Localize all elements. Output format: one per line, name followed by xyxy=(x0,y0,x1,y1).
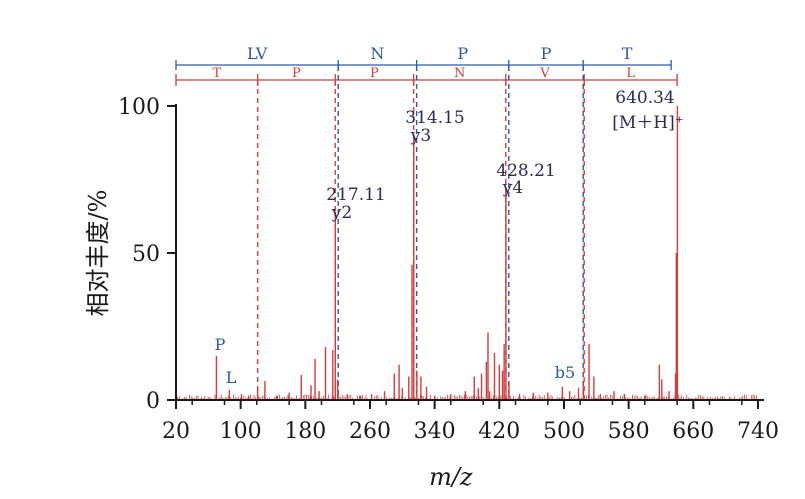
y-tick-label: 100 xyxy=(118,95,160,120)
peak-ion-label: [M＋H]⁺ xyxy=(612,113,683,133)
sequence-annotation: LV N P P TT P P N V L xyxy=(175,44,678,86)
y-tick-label: 0 xyxy=(146,389,160,414)
x-tick-label: 260 xyxy=(349,419,391,444)
ion-label: P xyxy=(215,335,226,354)
b-series-residue: L xyxy=(626,66,635,81)
b-series-residue: P xyxy=(370,66,379,81)
peak-mz-label: 428.21 xyxy=(496,161,555,181)
peak-ion-label: y3 xyxy=(410,126,431,146)
x-tick-label: 500 xyxy=(543,419,585,444)
peak-mz-label: 640.34 xyxy=(615,88,674,108)
peak-mz-label: 217.11 xyxy=(326,185,385,205)
x-tick-label: 580 xyxy=(608,419,650,444)
y-series-residue: P xyxy=(457,44,468,63)
y-series-residue: T xyxy=(622,44,633,63)
x-tick-label: 660 xyxy=(672,419,714,444)
y-series-residue: P xyxy=(541,44,552,63)
peak-ion-label: y2 xyxy=(331,203,352,223)
ion-label: L xyxy=(226,368,237,387)
peak-ion-label: y4 xyxy=(502,178,523,198)
peak-mz-label: 314.15 xyxy=(405,108,464,128)
x-axis-title: m/z xyxy=(429,463,473,491)
x-tick-label: 20 xyxy=(162,419,190,444)
x-tick-label: 180 xyxy=(284,419,326,444)
spectrum-peaks xyxy=(177,106,757,400)
x-tick-label: 740 xyxy=(737,419,779,444)
b-series-residue: V xyxy=(539,66,550,81)
y-series-residue: LV xyxy=(247,44,268,63)
ion-label: b5 xyxy=(555,363,575,382)
axis-ticks: 20 100 180 260 340 420 500 580 660 740 0 50 100 xyxy=(118,95,779,444)
y-series-residue: N xyxy=(370,44,384,63)
x-tick-label: 420 xyxy=(478,419,520,444)
x-tick-label: 340 xyxy=(414,419,456,444)
y-axis-title: 相对丰度/% xyxy=(84,190,112,317)
b-series-residue: N xyxy=(454,66,465,81)
b-series-residue: T xyxy=(212,66,221,81)
y-tick-label: 50 xyxy=(132,242,160,267)
fragment-reference-lines xyxy=(256,66,585,400)
x-tick-label: 100 xyxy=(220,419,262,444)
b-series-residue: P xyxy=(292,66,301,81)
